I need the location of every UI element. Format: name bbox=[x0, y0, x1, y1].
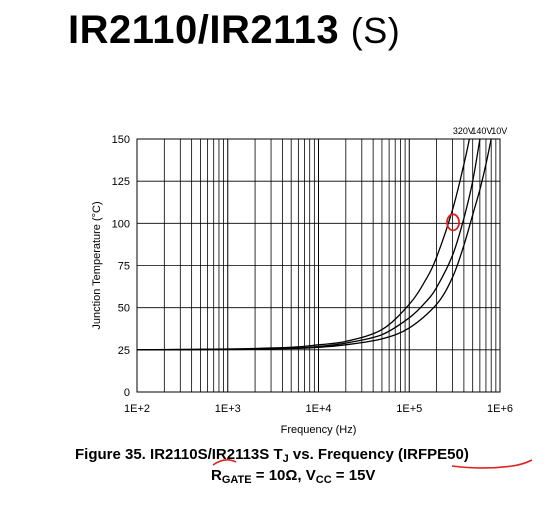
caption-text: = 10Ω, V bbox=[251, 467, 316, 484]
x-tick-label: 1E+2 bbox=[124, 403, 150, 415]
page-title: IR2110/IR2113 (S) bbox=[68, 8, 400, 53]
caption-text: R bbox=[211, 467, 222, 484]
figure-caption-line2: RGATE = 10Ω, VCC = 15V bbox=[211, 467, 375, 486]
annotation-circle bbox=[446, 213, 460, 232]
chart-ticks: 1E+2 1E+3 1E+4 1E+5 1E+6 0 25 50 75 100 125 150 bbox=[112, 134, 513, 415]
y-tick-label: 50 bbox=[118, 303, 130, 315]
y-tick-label: 25 bbox=[118, 345, 130, 357]
title-main: IR2110/IR2113 bbox=[68, 8, 340, 52]
chart-annotations bbox=[446, 213, 460, 232]
plot-frame bbox=[136, 138, 501, 393]
x-tick-label: 1E+4 bbox=[306, 403, 332, 415]
x-tick-label: 1E+6 bbox=[487, 403, 513, 415]
y-tick-label: 125 bbox=[112, 176, 130, 188]
y-tick-label: 0 bbox=[124, 387, 130, 399]
y-tick-label: 75 bbox=[118, 261, 130, 273]
series-line-140V bbox=[136, 138, 481, 351]
series-label-320V: 320V bbox=[453, 126, 474, 136]
caption-sub: GATE bbox=[221, 474, 252, 486]
caption-sub: CC bbox=[315, 474, 332, 486]
caption-text: = 15V bbox=[331, 467, 376, 484]
y-axis-label: Junction Temperature (°C) bbox=[91, 201, 103, 329]
caption-text: Figure 35. IR2110S/IR2113S T bbox=[75, 446, 283, 463]
series-label-140V: 140V bbox=[471, 126, 492, 136]
title-suffix: (S) bbox=[350, 10, 401, 51]
chart-curves bbox=[136, 138, 492, 351]
caption-sub: J bbox=[282, 453, 289, 465]
y-tick-label: 150 bbox=[112, 134, 130, 146]
x-axis-label: Frequency (Hz) bbox=[281, 424, 357, 436]
y-tick-label: 100 bbox=[112, 218, 130, 230]
series-line-10V bbox=[136, 138, 492, 351]
series-line-320V bbox=[136, 138, 471, 351]
x-tick-label: 1E+3 bbox=[215, 403, 241, 415]
chart-grid bbox=[136, 138, 501, 393]
x-tick-label: 1E+5 bbox=[396, 403, 422, 415]
figure-caption-line1: Figure 35. IR2110S/IR2113S TJ vs. Freque… bbox=[75, 446, 469, 465]
caption-text: vs. Frequency (IRFPE50) bbox=[288, 446, 469, 463]
series-label-10V: 10V bbox=[491, 126, 507, 136]
